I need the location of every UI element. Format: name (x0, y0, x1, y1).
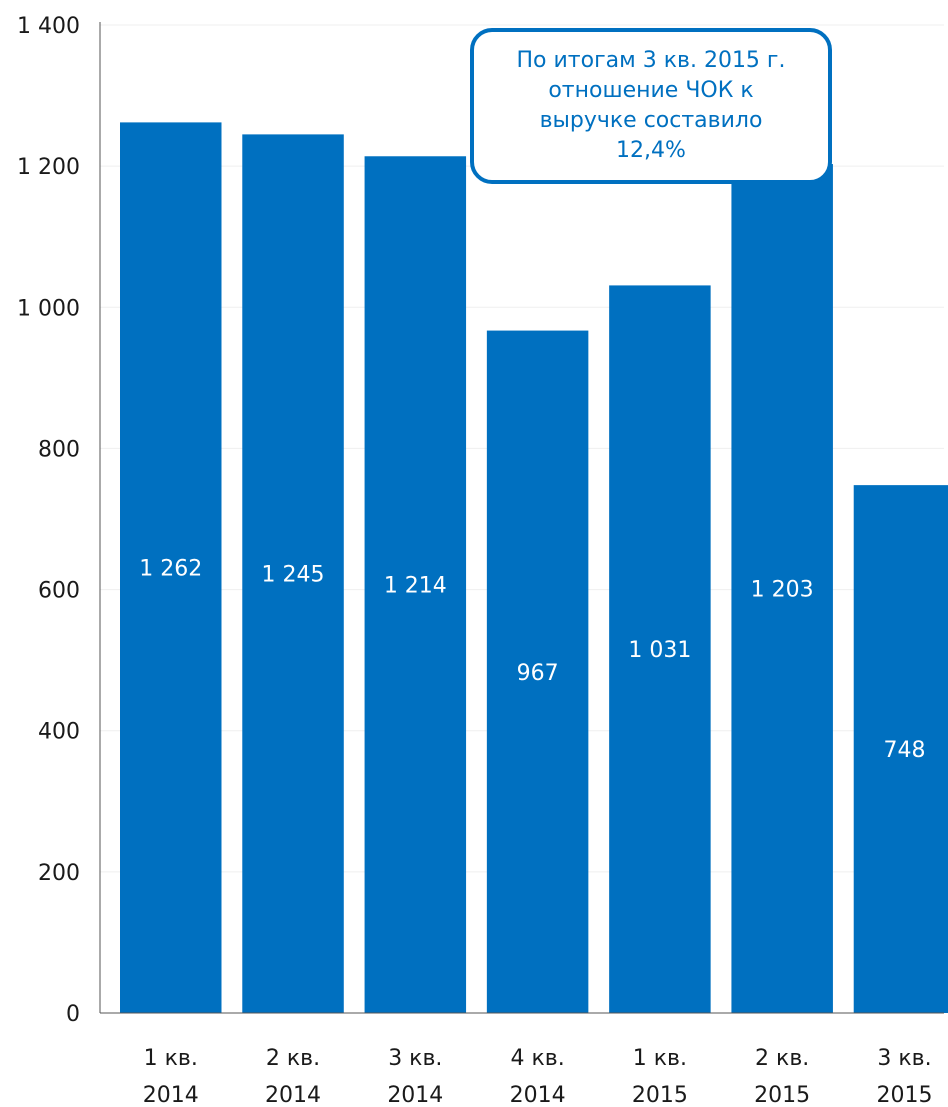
data-label: 1 031 (628, 638, 691, 663)
y-tick-labels: 0 200 400 600 800 1 000 1 200 1 400 (17, 14, 80, 1027)
bar (609, 285, 711, 1013)
bar (242, 134, 344, 1013)
y-tick-label: 0 (66, 1002, 80, 1027)
data-label: 1 203 (751, 578, 814, 603)
y-tick-label: 1 400 (17, 14, 80, 39)
y-tick-label: 600 (38, 579, 80, 604)
data-label: 1 262 (139, 557, 202, 582)
x-tick-label: 1 кв. 2014 (143, 1046, 199, 1107)
x-tick-label: 1 кв. 2015 (632, 1046, 688, 1107)
bar (486, 330, 589, 1013)
data-label: 748 (883, 738, 925, 763)
y-tick-label: 1 000 (17, 296, 80, 321)
annotation-callout: По итогам 3 кв. 2015 г. отношение ЧОК к … (470, 28, 832, 184)
x-tick-label: 4 кв. 2014 (510, 1046, 566, 1107)
bar (853, 485, 948, 1013)
x-tick-label: 3 кв. 2015 (876, 1046, 932, 1107)
data-label: 1 245 (262, 563, 325, 588)
y-tick-label: 800 (38, 437, 80, 462)
y-tick-label: 200 (38, 861, 80, 886)
x-tick-label: 2 кв. 2014 (265, 1046, 321, 1107)
x-tick-labels: 1 кв. 2014 2 кв. 2014 3 кв. 2014 4 кв. 2014 1 кв… (143, 1046, 933, 1107)
y-tick-label: 400 (38, 720, 80, 745)
data-labels: 1 262 1 245 1 214 967 1 031 1 203 748 (139, 557, 925, 763)
bars (120, 122, 948, 1014)
bar (731, 164, 833, 1014)
y-tick-label: 1 200 (17, 155, 80, 180)
bar (364, 156, 467, 1013)
data-label: 1 214 (384, 574, 447, 599)
bar (120, 122, 222, 1014)
y-axis (99, 22, 944, 1014)
x-tick-label: 3 кв. 2014 (387, 1046, 443, 1107)
x-tick-label: 2 кв. 2015 (754, 1046, 810, 1107)
data-label: 967 (517, 661, 559, 686)
